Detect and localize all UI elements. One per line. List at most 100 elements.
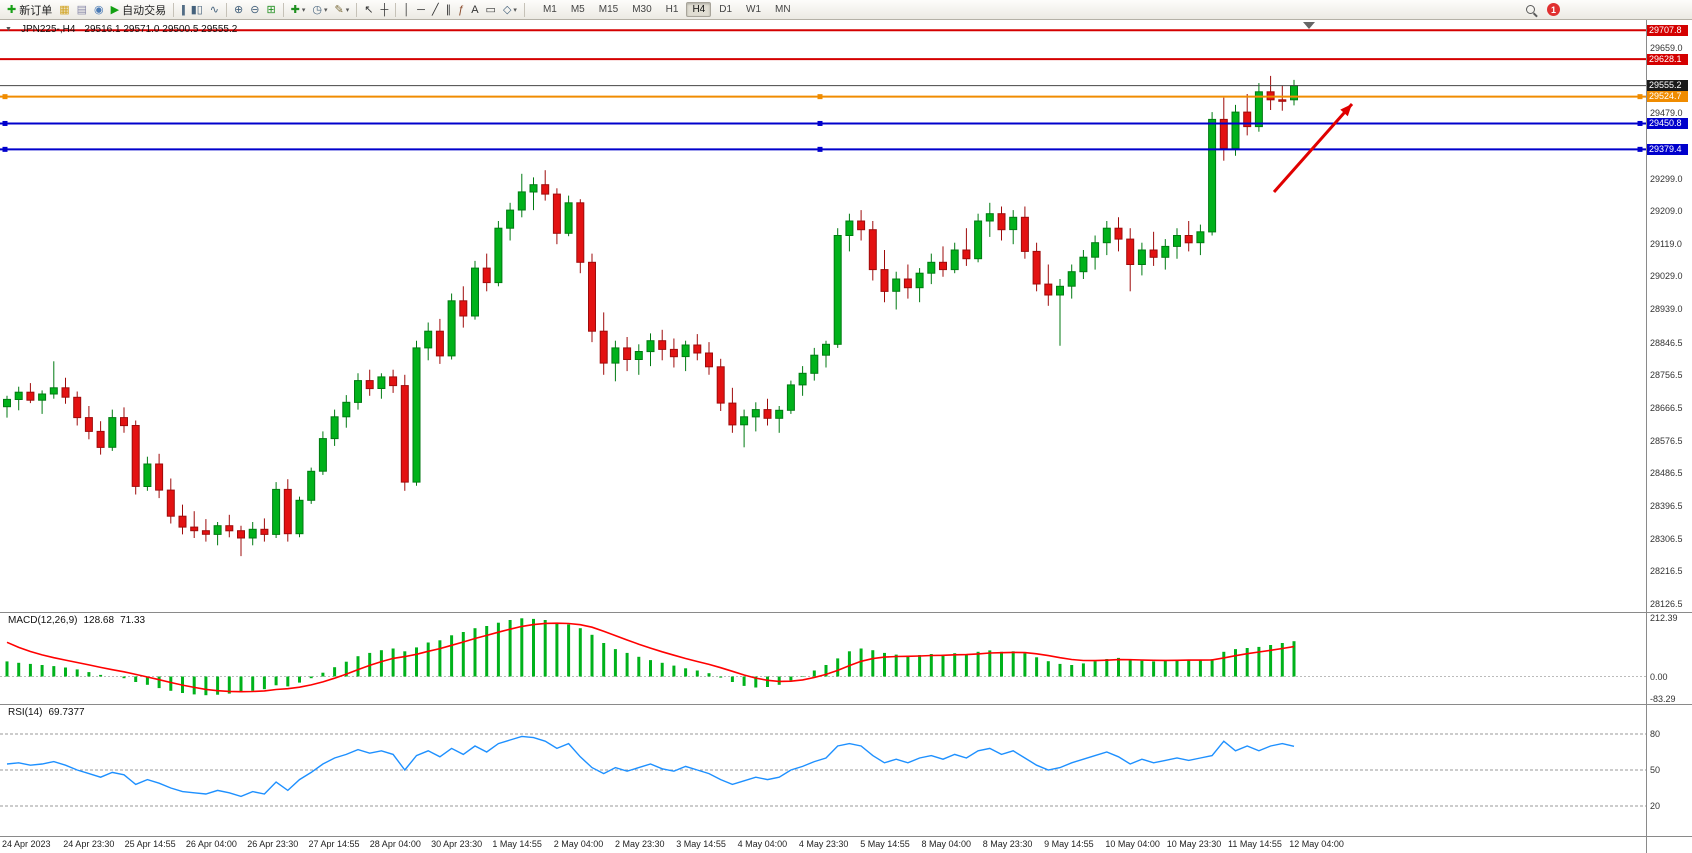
text-button[interactable]: A — [468, 1, 481, 19]
line-handle[interactable] — [817, 94, 823, 100]
fibonacci-button[interactable]: ƒ — [455, 1, 467, 19]
candle-chart-button[interactable]: ▮▯ — [188, 1, 206, 19]
price-badge: 29450.8 — [1647, 117, 1688, 129]
trend-arrow[interactable] — [1272, 103, 1354, 193]
cursor-button[interactable]: ↖ — [361, 1, 376, 19]
timeframe-button-M15[interactable]: M15 — [598, 4, 619, 15]
vertical-line-icon: │ — [403, 3, 411, 16]
crosshair-button[interactable]: ┼ — [377, 1, 391, 19]
cursor-arrow-icon: ↖ — [364, 3, 374, 16]
shapes-button[interactable]: ◇ ▾ — [500, 1, 520, 19]
indicators-button[interactable]: ✚ ▾ — [288, 1, 309, 19]
line-chart-button[interactable]: ∿ — [207, 1, 222, 19]
add-indicator-icon: ✚ — [290, 3, 300, 16]
label-button[interactable]: ▭ — [483, 1, 499, 19]
profiles-icon: ▤ — [76, 3, 88, 16]
line-handle[interactable] — [1637, 120, 1643, 126]
toolbar-separator — [173, 2, 175, 17]
zoom-out-button[interactable]: ⊖ — [247, 1, 262, 19]
rsi-axis-tick: 20 — [1650, 801, 1661, 811]
price-axis-tick: 28756.5 — [1650, 370, 1683, 381]
price-axis-tick: 28126.5 — [1650, 598, 1683, 609]
rsi-axis-tick: 50 — [1650, 765, 1661, 775]
channel-icon: ∥ — [445, 3, 452, 16]
line-handle[interactable] — [1637, 146, 1643, 152]
time-axis-label: 8 May 23:30 — [982, 839, 1033, 849]
time-axis-label: 25 Apr 14:55 — [124, 839, 176, 849]
profiles-button[interactable]: ▤ — [74, 1, 90, 19]
line-handle[interactable] — [1637, 94, 1643, 100]
timeframe-button-M30[interactable]: M30 — [632, 4, 652, 15]
auto-trading-button[interactable]: ▶ 自动交易 — [108, 1, 169, 19]
metaeditor-button[interactable]: ▦ — [56, 1, 72, 19]
zoom-out-icon: ⊖ — [250, 3, 260, 16]
horizontal-line-button[interactable]: ─ — [414, 1, 428, 19]
line-handle[interactable] — [817, 120, 823, 126]
chart-collapse-icon[interactable]: ▼ — [5, 26, 12, 33]
zoom-in-icon: ⊕ — [234, 3, 244, 16]
time-axis-label: 1 May 14:55 — [492, 839, 542, 849]
price-axis-tick: 28486.5 — [1650, 468, 1683, 479]
price-axis-tick: 28939.0 — [1650, 304, 1683, 315]
templates-button[interactable]: ✎ ▾ — [332, 1, 353, 19]
period-menu-button[interactable]: ◷ ▾ — [309, 1, 330, 19]
timeframe-button-H1[interactable]: H1 — [665, 4, 679, 15]
zoom-in-button[interactable]: ⊕ — [231, 1, 246, 19]
price-badge: 29628.1 — [1647, 53, 1688, 65]
time-axis-label: 30 Apr 23:30 — [431, 839, 483, 849]
channel-button[interactable]: ∥ — [443, 1, 455, 19]
line-handle[interactable] — [2, 120, 8, 126]
price-axis-tick: 28666.5 — [1650, 402, 1683, 413]
data-window-button[interactable]: ◉ — [91, 1, 107, 19]
timeframe-button-MN[interactable]: MN — [775, 4, 791, 15]
search-icon[interactable] — [1526, 5, 1535, 14]
time-axis-label: 8 May 04:00 — [921, 839, 972, 849]
r si-name: RSI(14) — [8, 707, 43, 718]
chevron-down-icon: ▾ — [513, 6, 517, 14]
timeframe-button-D1[interactable]: D1 — [719, 4, 733, 15]
timeframe-button-W1[interactable]: W1 — [746, 4, 762, 15]
time-axis-label: 26 Apr 04:00 — [185, 839, 237, 849]
price-axis-tick: 28216.5 — [1650, 566, 1683, 577]
label-icon: ▭ — [485, 3, 496, 16]
time-axis-label: 2 May 23:30 — [615, 839, 665, 849]
chart-ohlc-values: 29516.1 29571.0 29500.5 29555.2 — [84, 24, 238, 35]
vertical-line-button[interactable]: │ — [400, 1, 413, 19]
time-axis-label: 4 May 04:00 — [737, 839, 788, 849]
toolbar-separator — [395, 2, 397, 17]
candles-series — [3, 75, 1298, 557]
timeframe-button-M1[interactable]: M1 — [542, 4, 557, 15]
price-axis-tick: 29029.0 — [1650, 271, 1683, 282]
template-pencil-icon: ✎ — [334, 3, 344, 16]
shapes-icon: ◇ — [502, 3, 512, 16]
line-handle[interactable] — [2, 94, 8, 100]
macd-histogram — [5, 618, 1296, 696]
tile-windows-button[interactable]: ⊞ — [263, 1, 278, 19]
time-axis-label: 26 Apr 23:30 — [247, 839, 299, 849]
line-handle[interactable] — [817, 146, 823, 152]
timeframe-button-M5[interactable]: M5 — [570, 4, 585, 15]
time-axis-label: 24 Apr 2023 — [2, 839, 51, 849]
crosshair-icon: ┼ — [380, 3, 389, 16]
chevron-down-icon: ▾ — [345, 6, 350, 14]
timeframe-button-H4[interactable]: H4 — [686, 2, 712, 17]
line-chart-icon: ∿ — [209, 3, 220, 16]
price-axis[interactable] — [1646, 20, 1692, 836]
time-axis-label: 10 May 23:30 — [1166, 839, 1222, 849]
line-handle[interactable] — [2, 146, 8, 152]
time-axis-label: 12 May 04:00 — [1289, 839, 1344, 849]
chevron-down-icon: ▾ — [324, 6, 328, 14]
trendline-button[interactable]: ╱ — [429, 1, 442, 19]
price-axis-tick: 28396.5 — [1650, 500, 1683, 511]
macd-axis-tick: 0.00 — [1650, 671, 1668, 682]
trendline-icon: ╱ — [431, 3, 439, 16]
time-axis-label: 9 May 14:55 — [1044, 839, 1094, 849]
new-order-button-label: 新订单 — [19, 4, 53, 17]
new-order-button[interactable]: ✚ 新订单 — [4, 1, 55, 19]
price-axis-tick: 29299.0 — [1650, 173, 1683, 184]
price-axis-tick: 28846.5 — [1650, 337, 1683, 348]
bar-chart-button[interactable]: ||| — [178, 1, 187, 19]
notification-badge[interactable]: 1 — [1547, 3, 1560, 16]
